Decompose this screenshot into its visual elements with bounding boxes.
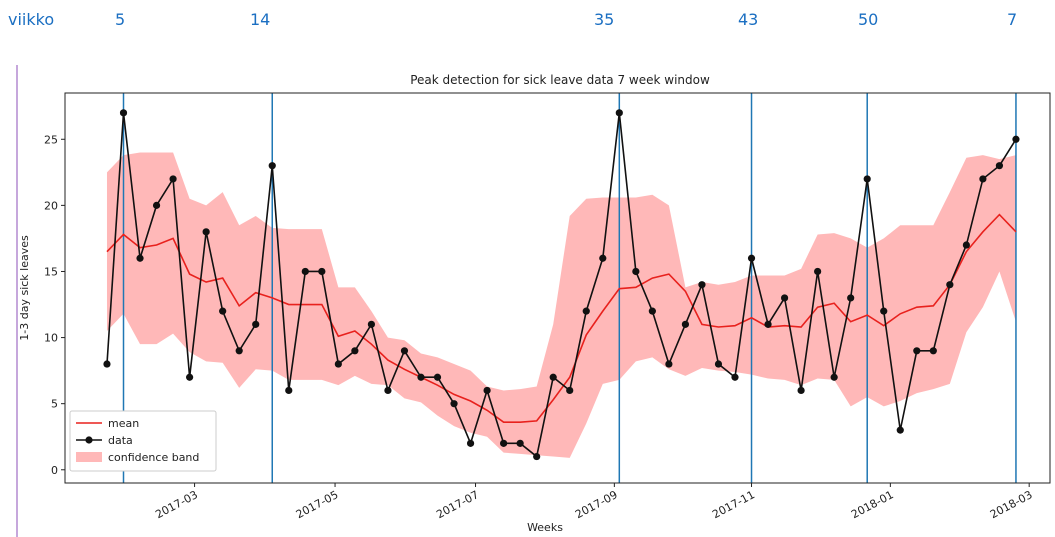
data-point — [665, 360, 673, 368]
data-point — [136, 254, 144, 262]
data-point — [483, 386, 491, 395]
data-point — [698, 281, 706, 289]
x-axis-label: Weeks — [527, 521, 563, 534]
data-point — [351, 347, 359, 355]
data-point — [615, 109, 623, 117]
data-point — [103, 360, 111, 368]
x-tick-label: 2017-07 — [434, 488, 481, 521]
legend-label: mean — [108, 417, 139, 430]
y-tick-label: 20 — [44, 199, 58, 212]
y-tick-label: 5 — [51, 398, 58, 411]
data-point — [301, 267, 309, 276]
legend-swatch — [76, 452, 102, 462]
data-point — [764, 320, 772, 328]
data-point — [367, 320, 376, 328]
data-point — [334, 360, 342, 368]
data-point — [731, 373, 739, 381]
data-point — [995, 162, 1004, 170]
data-point — [681, 320, 690, 328]
data-point — [896, 426, 904, 434]
data-point — [863, 175, 871, 183]
data-point — [747, 254, 756, 262]
data-point — [268, 162, 276, 170]
data-point — [417, 373, 425, 381]
data-point — [516, 439, 524, 447]
data-point — [714, 360, 723, 368]
data-point — [169, 175, 177, 183]
data-point — [1012, 135, 1020, 143]
legend-label: data — [108, 434, 133, 447]
week-number: 43 — [738, 10, 759, 29]
data-point — [500, 439, 508, 447]
week-number: 50 — [858, 10, 879, 29]
x-tick-label: 2018-01 — [849, 488, 896, 521]
data-point — [318, 267, 326, 276]
data-point — [450, 400, 458, 408]
data-point — [648, 307, 656, 315]
data-point — [582, 307, 590, 315]
data-point — [929, 347, 937, 355]
data-point — [152, 201, 161, 209]
y-tick-label: 15 — [44, 265, 58, 278]
data-point — [814, 267, 822, 276]
data-point — [880, 307, 888, 315]
x-tick-label: 2017-03 — [153, 488, 200, 521]
data-point — [235, 347, 243, 355]
data-point — [285, 386, 293, 395]
data-point — [946, 281, 954, 289]
data-point — [847, 294, 855, 302]
week-number: 5 — [115, 10, 126, 29]
header-label: viikko — [8, 10, 55, 29]
y-tick-label: 10 — [44, 332, 58, 345]
data-point — [962, 241, 970, 249]
data-point — [632, 267, 640, 276]
y-tick-label: 0 — [51, 464, 58, 477]
data-point — [433, 373, 442, 381]
data-point — [913, 347, 921, 355]
data-point — [384, 386, 392, 395]
data-point — [202, 228, 210, 236]
data-point — [549, 373, 557, 381]
data-point — [566, 386, 574, 395]
legend: mean data confidence band — [69, 410, 217, 472]
x-tick-label: 2017-11 — [710, 488, 757, 521]
data-point — [219, 307, 227, 315]
data-point — [780, 294, 789, 302]
y-tick-label: 25 — [44, 133, 58, 146]
data-point — [400, 347, 409, 355]
data-point — [979, 175, 987, 183]
data-point — [797, 386, 805, 395]
data-point — [599, 254, 607, 262]
x-tick-label: 2018-03 — [988, 488, 1035, 521]
legend-box — [69, 410, 217, 472]
data-point — [186, 373, 194, 381]
week-header: viikko 5 14 35 43 50 7 — [0, 10, 1055, 36]
data-point — [119, 109, 128, 117]
data-point — [830, 373, 838, 381]
week-number: 7 — [1007, 10, 1018, 29]
x-tick-label: 2017-05 — [294, 488, 341, 521]
data-point — [466, 439, 475, 447]
data-point — [252, 320, 260, 328]
series-line — [106, 112, 1017, 458]
x-tick-label: 2017-09 — [573, 488, 620, 521]
y-axis-label: 1-3 day sick leaves — [18, 235, 31, 341]
plot-frame — [64, 92, 1051, 484]
data-point — [533, 452, 541, 461]
confidence-band — [106, 152, 1016, 458]
chart-title: Peak detection for sick leave data 7 wee… — [410, 73, 710, 87]
week-number: 35 — [594, 10, 615, 29]
legend-label: confidence band — [108, 451, 199, 464]
week-number: 14 — [250, 10, 271, 29]
legend-marker — [85, 436, 93, 444]
